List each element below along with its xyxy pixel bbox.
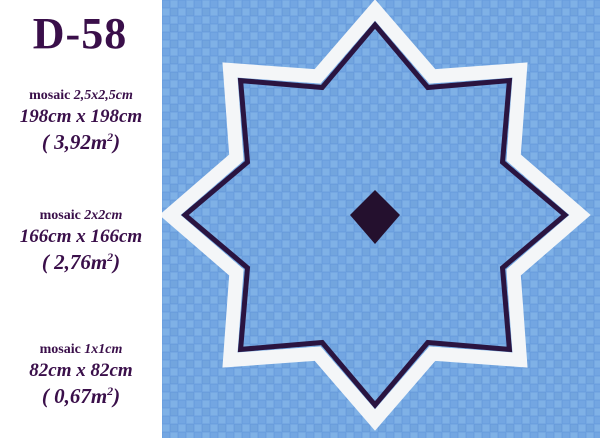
mosaic-label: mosaic	[39, 208, 81, 223]
eight-point-star	[159, 0, 591, 431]
area: ( 3,92m2)	[41, 130, 121, 154]
center-diamond	[350, 190, 400, 244]
dimensions: 82cm x 82cm	[29, 360, 133, 381]
star-white-band	[159, 0, 591, 431]
tile-size: 2x2cm	[84, 208, 123, 223]
dimensions: 166cm x 166cm	[19, 226, 143, 247]
dimensions: 198cm x 198cm	[19, 106, 143, 127]
mosaic-pattern-image	[159, 0, 600, 438]
product-code-title: D-58	[32, 9, 128, 58]
spec-block-large: mosaic 2,5x2,5cm 198cm x 198cm ( 3,92m2)	[0, 88, 162, 155]
spec-block-medium: mosaic 2x2cm 166cm x 166cm ( 2,76m2)	[0, 208, 162, 275]
area: ( 0,67m2)	[41, 384, 121, 408]
star-dark-line	[181, 21, 569, 409]
tile-size: 1x1cm	[84, 342, 123, 357]
area: ( 2,76m2)	[41, 250, 121, 274]
spec-block-small: mosaic 1x1cm 82cm x 82cm ( 0,67m2)	[0, 342, 162, 409]
tile-size: 2,5x2,5cm	[73, 88, 133, 103]
mosaic-star-artwork	[159, 0, 600, 438]
mosaic-label: mosaic	[39, 342, 81, 357]
spec-panel: D-58 mosaic 2,5x2,5cm 198cm x 198cm ( 3,…	[0, 0, 162, 438]
mosaic-label: mosaic	[29, 88, 71, 103]
